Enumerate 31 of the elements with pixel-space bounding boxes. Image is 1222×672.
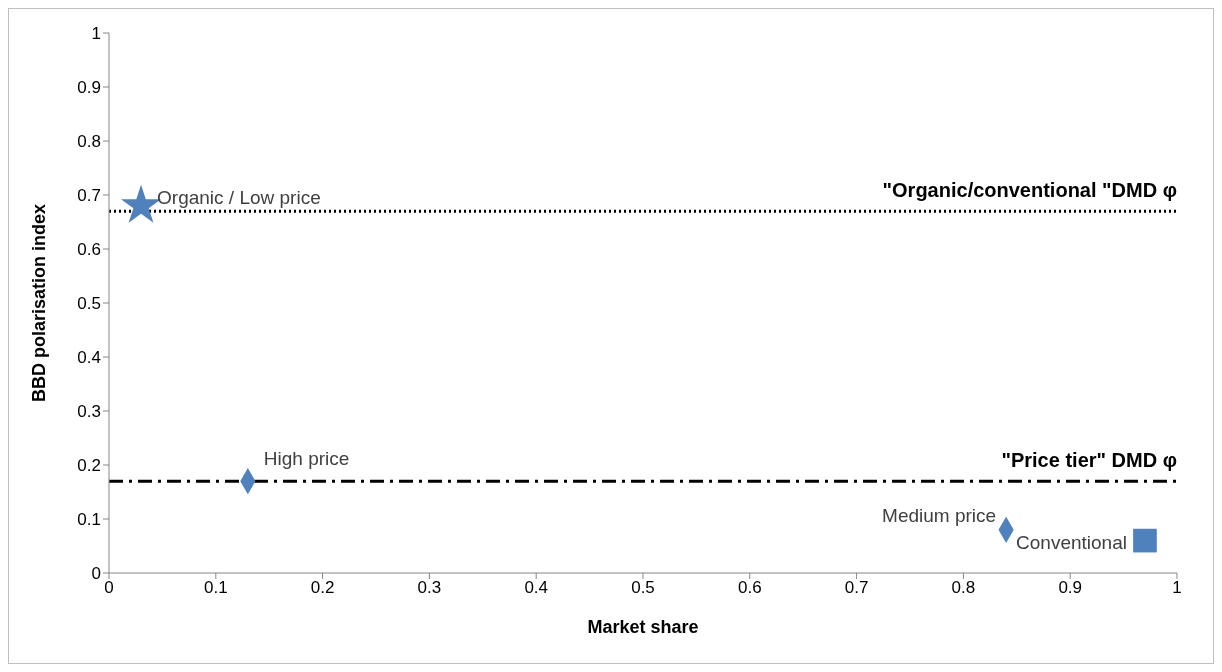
y-axis-title: BBD polarisation index — [29, 203, 50, 403]
x-tick-label: 0.8 — [951, 578, 976, 598]
x-tick-label: 1 — [1172, 578, 1182, 598]
ref-line-label: "Organic/conventional "DMD φ — [882, 179, 1177, 202]
y-tick-label: 0.7 — [77, 186, 101, 206]
y-tick-label: 0.9 — [77, 78, 101, 98]
y-tick-label: 0.6 — [77, 240, 101, 260]
y-tick-label: 0.3 — [77, 402, 101, 422]
x-tick-label: 0.6 — [737, 578, 762, 598]
x-tick-label: 0.5 — [631, 578, 655, 598]
y-tick-label: 0.4 — [77, 348, 101, 368]
x-tick-label: 0.4 — [524, 578, 549, 598]
y-tick-label: 0.2 — [77, 456, 101, 476]
ref-line-label: "Price tier" DMD φ — [1001, 449, 1177, 472]
y-tick-label: 1 — [91, 24, 101, 44]
series-label: Conventional — [1016, 531, 1127, 553]
y-tick-label: 0 — [91, 564, 101, 584]
y-tick-label: 0.1 — [77, 510, 101, 530]
x-tick-label: 0.2 — [310, 578, 335, 598]
x-tick-label: 0.1 — [203, 578, 228, 598]
y-tick-label: 0.5 — [77, 294, 101, 314]
series-label: Organic / Low price — [157, 186, 321, 208]
point — [1133, 528, 1157, 553]
x-axis-title: Market share — [587, 617, 699, 637]
series-label: Medium price — [882, 504, 997, 526]
series-label: High price — [263, 448, 350, 470]
x-tick-label: 0.7 — [844, 578, 869, 598]
x-tick-label: 0.9 — [1058, 578, 1083, 598]
x-tick-label: 0 — [104, 578, 114, 598]
x-tick-label: 0.3 — [417, 578, 442, 598]
y-tick-label: 0.8 — [77, 132, 101, 152]
